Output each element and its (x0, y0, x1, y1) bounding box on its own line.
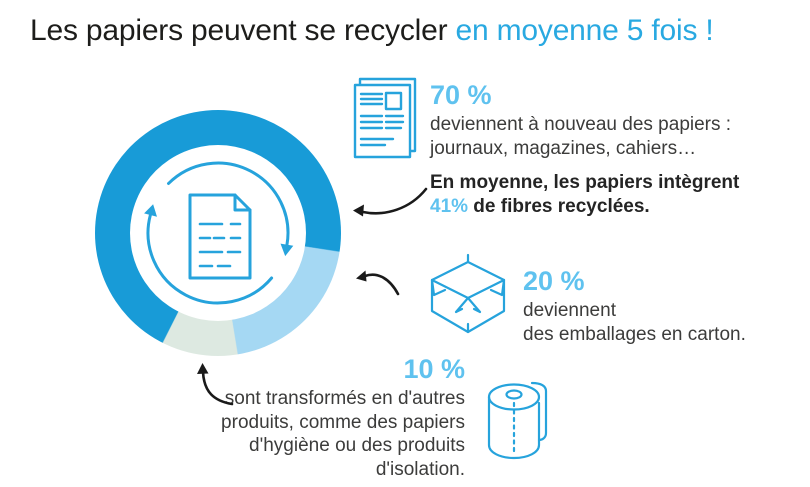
section-20-line2: des emballages en carton. (523, 323, 746, 345)
percent-10-label: 10 % (403, 354, 465, 384)
note-line2: 41% de fibres recyclées. (430, 195, 739, 219)
arrow-to-70-segment (361, 187, 428, 215)
section-10-line4: d'isolation. (375, 458, 465, 480)
donut-hole (130, 145, 306, 321)
section-10-percent: 10 % sont transformés en d'autres produi… (221, 356, 465, 481)
arrow-to-20-segment (363, 273, 400, 296)
note-line2-text: de fibres recyclées. (468, 195, 650, 217)
paper-roll-icon (479, 377, 554, 469)
newspaper-icon (345, 76, 420, 161)
percent-70-label: 70 % (430, 80, 492, 110)
section-10-line1: sont transformés en d'autres (224, 388, 465, 409)
title-black-part: Les papiers peuvent se recycler (30, 14, 448, 47)
section-70-percent: 70 % deviennent à nouveau des papiers : … (430, 82, 739, 218)
section-70-line2: journaux, magazines, cahiers… (430, 137, 697, 159)
section-70-line1: deviennent à nouveau des papiers : (430, 114, 732, 135)
percent-20-label: 20 % (523, 266, 585, 296)
section-20-line1: deviennent (523, 300, 616, 321)
document-recycling-loop-icon (144, 161, 294, 305)
note-line1: En moyenne, les papiers intègrent (430, 172, 740, 193)
page-title: Les papiers peuvent se recycler en moyen… (30, 14, 714, 48)
title-blue-part: en moyenne 5 fois ! (455, 14, 714, 47)
section-10-line2: produits, comme des papiers (221, 411, 465, 433)
section-20-percent: 20 % deviennent des emballages en carton… (523, 268, 746, 346)
section-10-line3: d'hygiène ou des produits (249, 435, 465, 456)
note-41-percent: 41% (430, 195, 469, 217)
donut-chart (95, 110, 341, 356)
cardboard-box-icon (420, 248, 515, 338)
